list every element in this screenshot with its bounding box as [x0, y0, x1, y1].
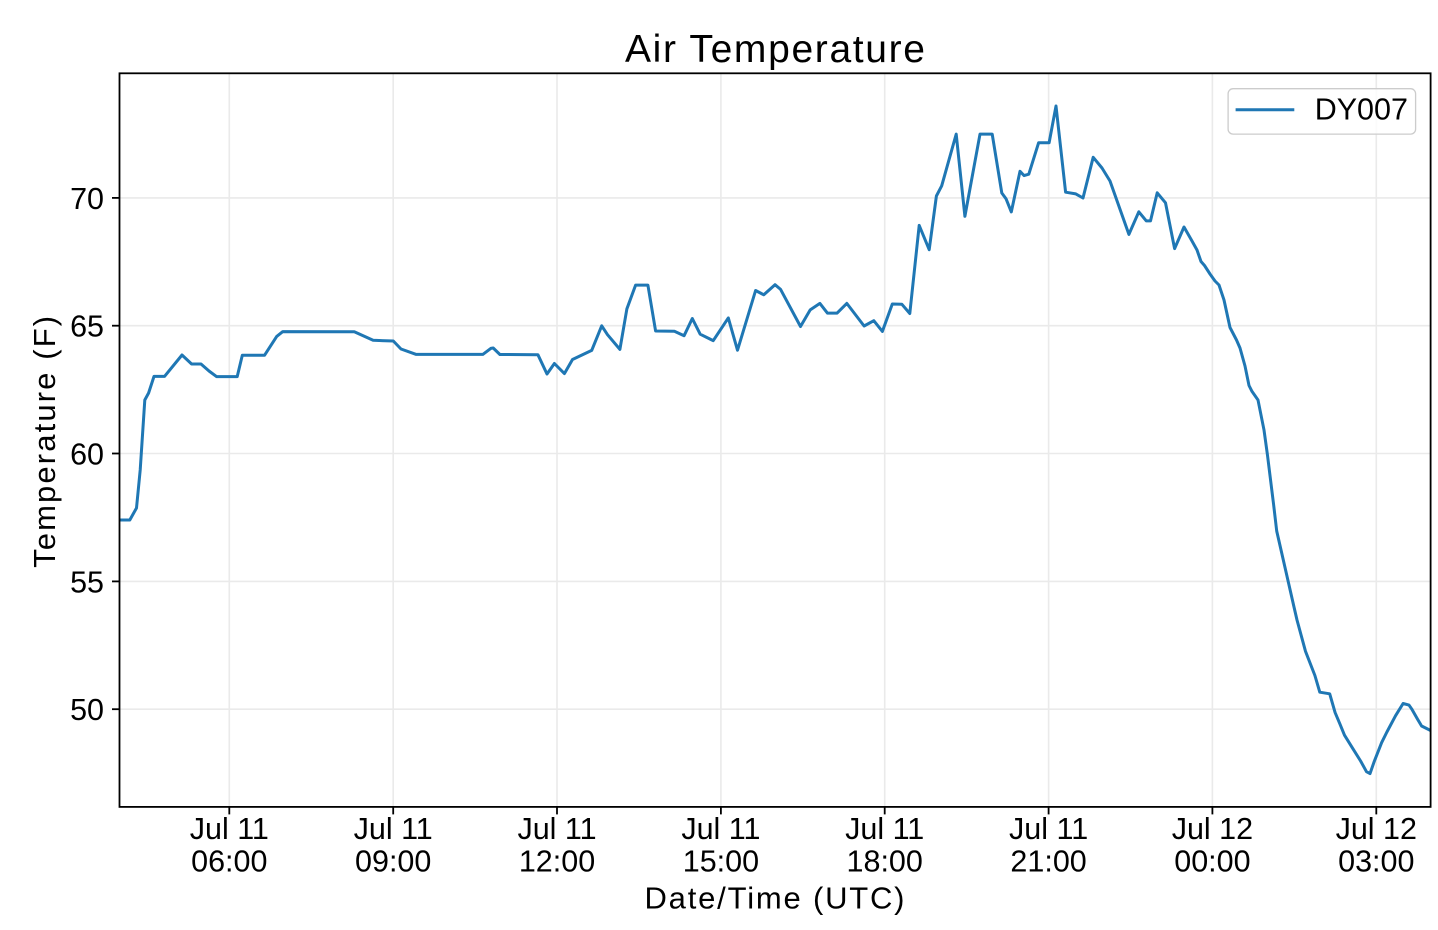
svg-text:Jul 11: Jul 11: [354, 812, 433, 846]
svg-text:Jul 11: Jul 11: [845, 812, 924, 846]
svg-text:15:00: 15:00: [683, 844, 759, 878]
svg-text:Jul 11: Jul 11: [190, 812, 269, 846]
svg-text:55: 55: [70, 565, 104, 599]
svg-text:DY007: DY007: [1315, 92, 1408, 126]
svg-text:70: 70: [70, 182, 104, 216]
svg-text:Air Temperature: Air Temperature: [625, 28, 925, 71]
svg-text:03:00: 03:00: [1338, 844, 1414, 878]
svg-text:60: 60: [70, 438, 104, 472]
svg-text:Temperature (F): Temperature (F): [27, 316, 62, 568]
svg-text:Date/Time (UTC): Date/Time (UTC): [645, 881, 905, 916]
svg-text:12:00: 12:00: [519, 844, 595, 878]
svg-text:Jul 11: Jul 11: [681, 812, 760, 846]
svg-text:Jul 11: Jul 11: [517, 812, 596, 846]
svg-text:Jul 12: Jul 12: [1336, 812, 1417, 846]
svg-text:50: 50: [70, 693, 104, 727]
svg-text:21:00: 21:00: [1010, 844, 1086, 878]
svg-text:18:00: 18:00: [847, 844, 923, 878]
svg-text:09:00: 09:00: [355, 844, 431, 878]
svg-text:65: 65: [70, 310, 104, 344]
svg-text:00:00: 00:00: [1174, 844, 1250, 878]
svg-text:Jul 12: Jul 12: [1172, 812, 1253, 846]
svg-text:Jul 11: Jul 11: [1009, 812, 1088, 846]
svg-text:06:00: 06:00: [191, 844, 267, 878]
